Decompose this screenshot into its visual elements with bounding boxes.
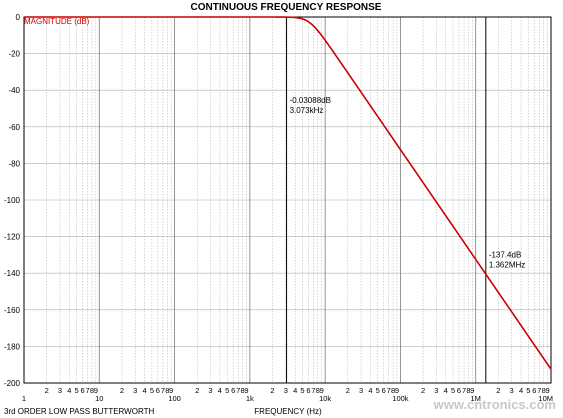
x-tick-decade-label: 10 — [95, 394, 103, 403]
x-tick-minor-label: 5 — [526, 386, 530, 395]
chart-title: CONTINUOUS FREQUENCY RESPONSE — [191, 2, 382, 13]
y-tick-label: -120 — [4, 233, 21, 242]
x-tick-minor-label: 3 — [284, 386, 288, 395]
x-tick-minor-label: 4 — [67, 386, 71, 395]
x-tick-decade-label: 10M — [538, 394, 553, 403]
y-tick-label: -100 — [4, 196, 21, 205]
y-tick-label: -180 — [4, 342, 21, 351]
x-tick-decade-label: 1M — [471, 394, 481, 403]
x-tick-minor-label: 9 — [470, 386, 474, 395]
x-tick-minor-label: 7 — [387, 386, 391, 395]
x-tick-minor-label: 9 — [545, 386, 549, 395]
x-tick-minor-label: 6 — [306, 386, 310, 395]
x-tick-minor-label: 7 — [462, 386, 466, 395]
x-tick-minor-label: 4 — [444, 386, 448, 395]
y-tick-label: -20 — [8, 50, 20, 59]
x-tick-minor-label: 7 — [236, 386, 240, 395]
x-tick-minor-label: 5 — [300, 386, 304, 395]
grid — [23, 16, 552, 384]
y-tick-label: -40 — [8, 86, 20, 95]
x-tick-minor-label: 4 — [368, 386, 372, 395]
x-tick-minor-label: 8 — [466, 386, 470, 395]
x-tick-decade-label: 100 — [168, 394, 181, 403]
series-line-magnitude — [24, 16, 552, 370]
x-tick-minor-label: 4 — [519, 386, 523, 395]
x-tick-minor-label: 6 — [231, 386, 235, 395]
watermark: www.cntronics.com — [433, 397, 556, 412]
x-tick-minor-label: 6 — [532, 386, 536, 395]
y-tick-label: 0 — [16, 13, 21, 22]
x-tick-minor-label: 9 — [320, 386, 324, 395]
legend-magnitude: MAGNITUDE (dB) — [24, 17, 90, 26]
x-tick-decade-label: 1 — [22, 394, 26, 403]
x-tick-minor-label: 8 — [316, 386, 320, 395]
footer-caption: 3rd ORDER LOW PASS BUTTERWORTH — [4, 407, 154, 416]
x-tick-minor-label: 7 — [161, 386, 165, 395]
x-tick-minor-label: 6 — [457, 386, 461, 395]
y-tick-label: -80 — [8, 159, 20, 168]
x-tick-minor-label: 9 — [169, 386, 173, 395]
x-tick-minor-label: 2 — [421, 386, 425, 395]
x-tick-decade-label: 100k — [392, 394, 409, 403]
x-tick-minor-label: 5 — [150, 386, 154, 395]
x-tick-minor-label: 5 — [75, 386, 79, 395]
x-tick-minor-label: 5 — [225, 386, 229, 395]
x-tick-minor-label: 2 — [270, 386, 274, 395]
x-tick-minor-label: 6 — [156, 386, 160, 395]
x-tick-minor-label: 8 — [391, 386, 395, 395]
x-tick-minor-label: 2 — [496, 386, 500, 395]
y-axis-ticks: 0 -20 -40 -60 -80 -100 -120 -140 -160 -180 -200 — [4, 13, 21, 388]
y-tick-label: -200 — [4, 379, 21, 388]
x-tick-minor-label: 3 — [133, 386, 137, 395]
x-tick-minor-label: 4 — [218, 386, 222, 395]
annotation-label: -0.03088dB — [290, 96, 331, 105]
x-tick-minor-label: 5 — [451, 386, 455, 395]
x-tick-minor-label: 8 — [165, 386, 169, 395]
x-tick-minor-label: 7 — [86, 386, 90, 395]
y-tick-label: -140 — [4, 269, 21, 278]
x-tick-minor-label: 8 — [90, 386, 94, 395]
annotation-label: 1.362MHz — [489, 260, 525, 269]
x-tick-minor-label: 4 — [293, 386, 297, 395]
x-tick-minor-label: 9 — [94, 386, 98, 395]
x-tick-minor-label: 9 — [395, 386, 399, 395]
x-axis-label: FREQUENCY (Hz) — [254, 407, 322, 416]
x-tick-minor-label: 2 — [195, 386, 199, 395]
x-tick-minor-label: 3 — [58, 386, 62, 395]
cursor-lines — [286, 17, 487, 383]
x-tick-minor-label: 6 — [382, 386, 386, 395]
x-tick-minor-label: 3 — [208, 386, 212, 395]
x-tick-minor-label: 2 — [346, 386, 350, 395]
y-tick-label: -160 — [4, 306, 21, 315]
y-tick-label: -60 — [8, 123, 20, 132]
x-tick-minor-label: 4 — [143, 386, 147, 395]
x-tick-decade-label: 10k — [319, 394, 331, 403]
annotation-label: 3.073kHz — [290, 106, 324, 115]
x-tick-minor-label: 5 — [376, 386, 380, 395]
x-tick-minor-label: 9 — [244, 386, 248, 395]
x-tick-minor-label: 7 — [311, 386, 315, 395]
x-tick-minor-label: 6 — [80, 386, 84, 395]
annotation-label: -137.4dB — [489, 250, 521, 259]
x-tick-minor-label: 8 — [542, 386, 546, 395]
x-tick-minor-label: 2 — [45, 386, 49, 395]
x-tick-minor-label: 3 — [434, 386, 438, 395]
x-tick-minor-label: 2 — [120, 386, 124, 395]
x-tick-minor-label: 3 — [359, 386, 363, 395]
x-tick-minor-label: 7 — [537, 386, 541, 395]
x-tick-minor-label: 8 — [240, 386, 244, 395]
x-tick-decade-label: 1k — [246, 394, 254, 403]
x-tick-minor-label: 3 — [510, 386, 514, 395]
